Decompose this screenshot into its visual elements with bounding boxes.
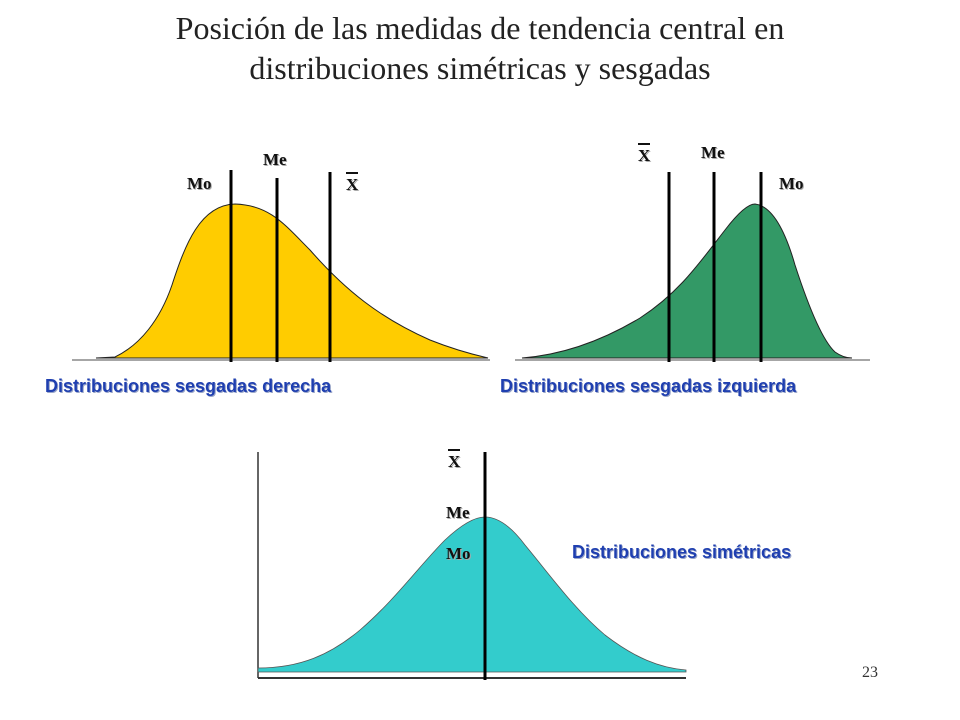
right-skew-curve — [95, 203, 489, 359]
right-skew-mode-label: Mo — [187, 174, 212, 193]
left-skew-mode-label: Mo — [779, 174, 804, 193]
page-title: Posición de las medidas de tendencia cen… — [0, 8, 960, 88]
symmetric-diagram — [257, 452, 687, 680]
symmetric-curve — [257, 516, 687, 673]
right-skew-caption: Distribuciones sesgadas derecha — [45, 376, 332, 396]
right-skew-diagram — [72, 170, 490, 362]
symmetric-median-label: Me — [446, 503, 470, 522]
left-skew-mean-label: X — [638, 143, 651, 166]
title-line-2: distribuciones simétricas y sesgadas — [249, 50, 711, 86]
title-line-1: Posición de las medidas de tendencia cen… — [175, 10, 785, 46]
left-skew-median-label: Me — [701, 143, 725, 162]
right-skew-median-label: Me — [263, 150, 287, 169]
symmetric-mode-label: Mo — [446, 544, 471, 563]
left-skew-curve — [521, 203, 853, 359]
symmetric-caption: Distribuciones simétricas — [572, 542, 792, 562]
left-skew-diagram — [515, 172, 870, 362]
right-skew-mean-label: X — [346, 172, 359, 195]
page-number: 23 — [862, 664, 878, 681]
left-skew-caption: Distribuciones sesgadas izquierda — [500, 376, 797, 396]
symmetric-mean-label: X — [448, 449, 461, 472]
